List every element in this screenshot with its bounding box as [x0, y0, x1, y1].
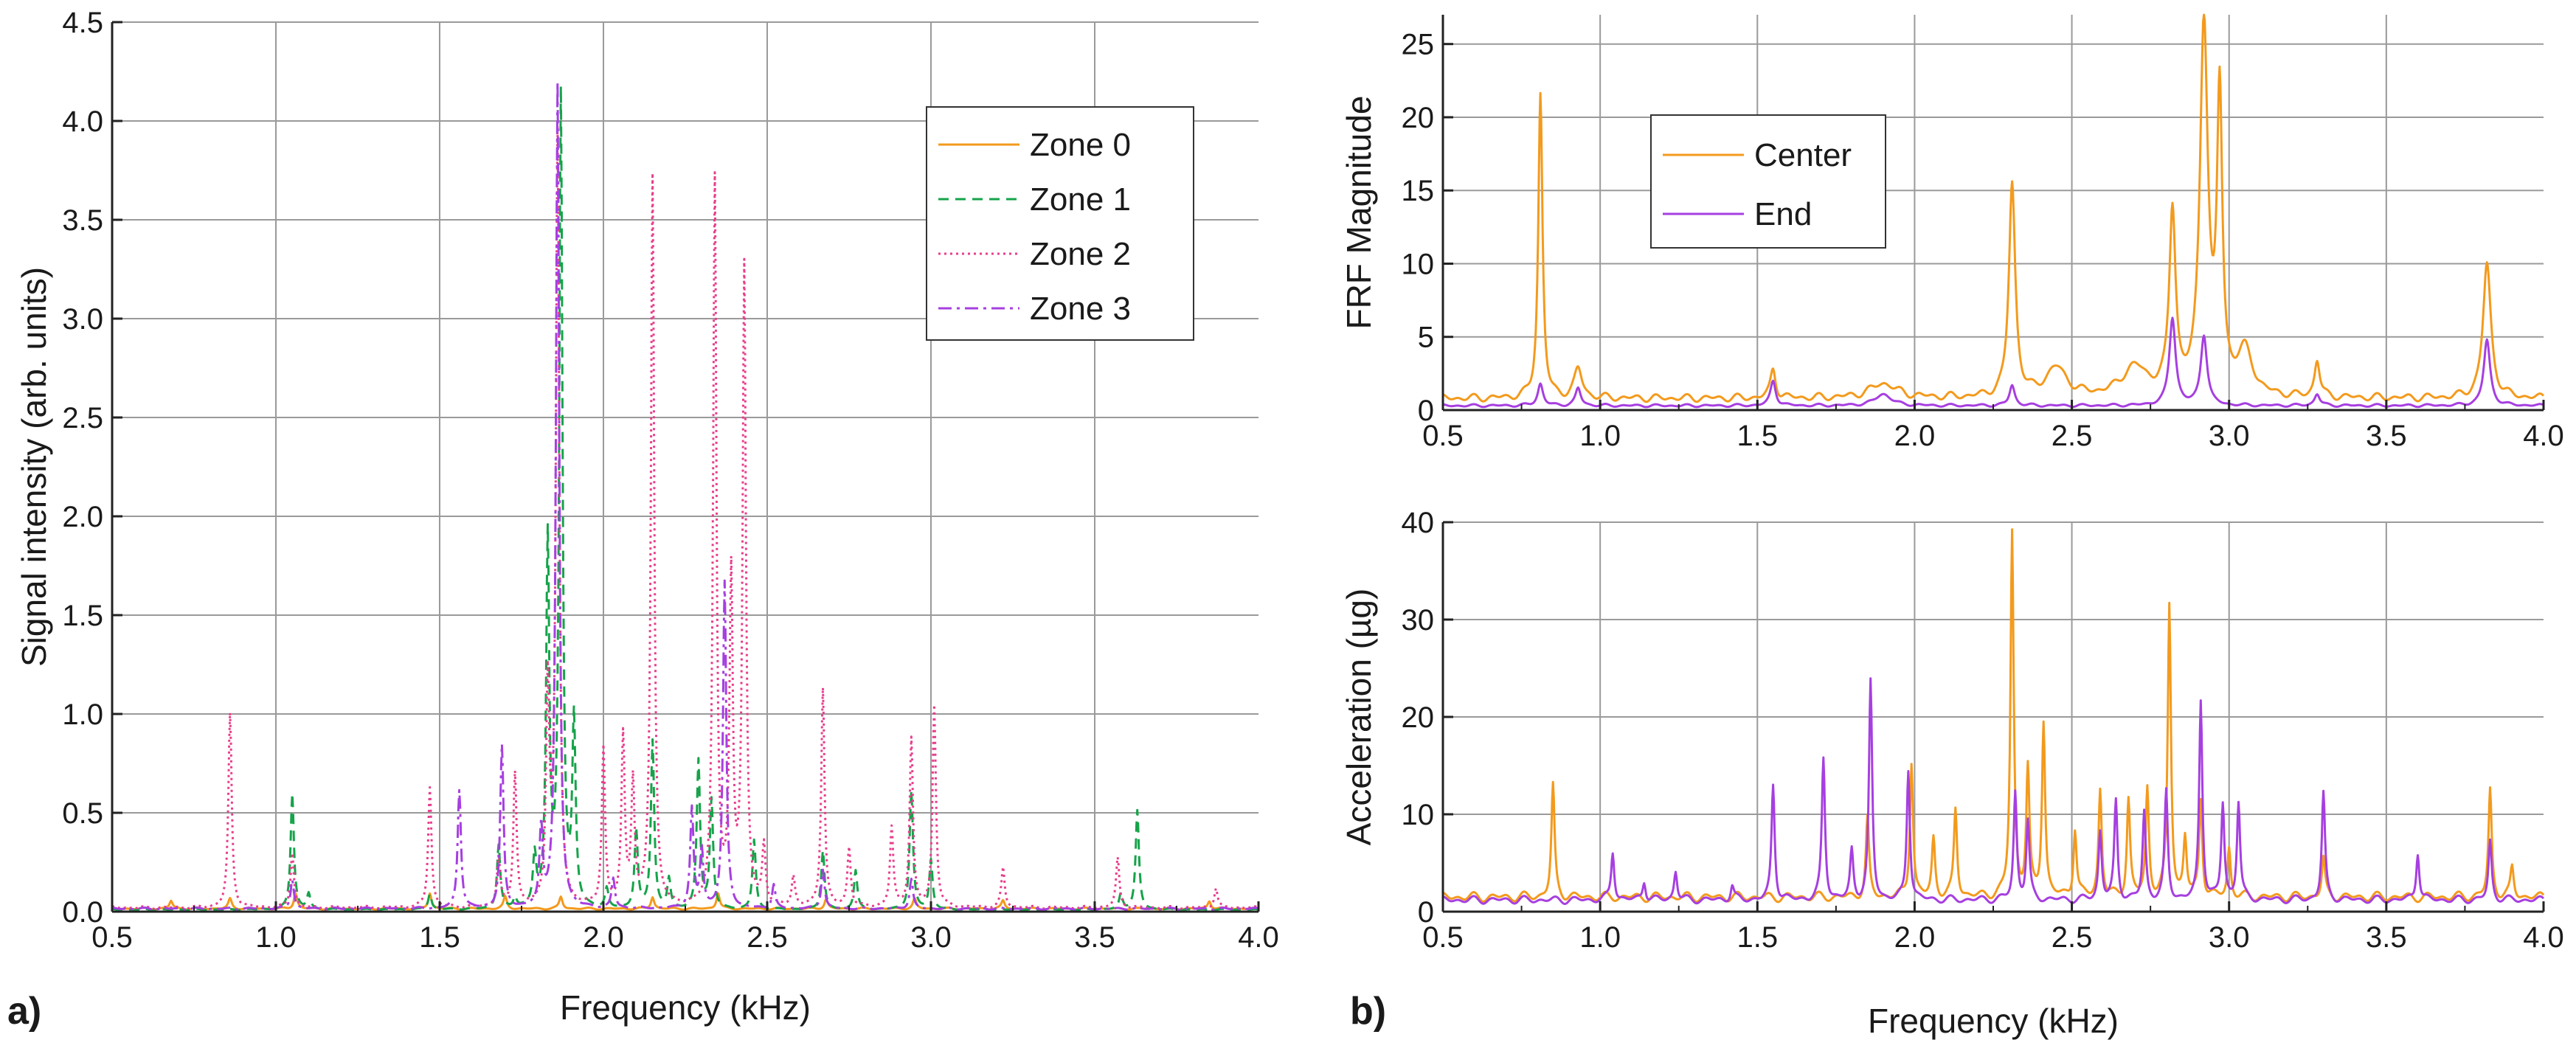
x-tick-label: 1.0 [1579, 921, 1621, 954]
y-tick-label: 5 [1418, 322, 1434, 354]
y-tick-label: 0.5 [62, 797, 103, 830]
x-tick-label: 4.0 [2523, 420, 2564, 452]
chart-a: 0.5 1.0 1.5 2.0 2.5 3.0 3.5 4.00.00.51.01.52.02… [7, 7, 1279, 1033]
legend-label-end: End [1754, 196, 1812, 232]
x-tick-label: 2.0 [1894, 921, 1936, 954]
legend-box [926, 106, 1194, 341]
series-line-end [1442, 677, 2545, 905]
series-line-center [1442, 13, 2545, 403]
y-tick-label: 10 [1402, 248, 1435, 280]
x-tick-label: 4.0 [1238, 921, 1279, 954]
x-tick-label: 1.0 [1579, 420, 1621, 452]
x-tick-label: 0.5 [1422, 420, 1464, 452]
panel-label: a) [7, 990, 41, 1033]
x-tick-label: 4.0 [2523, 921, 2564, 954]
y-tick-label: 10 [1402, 799, 1435, 831]
x-axis-label: Frequency (kHz) [1868, 1002, 2119, 1040]
x-tick-label: 3.5 [2366, 420, 2407, 452]
y-tick-label: 0.0 [62, 896, 103, 929]
x-tick-label: 3.0 [2209, 921, 2250, 954]
legend-box [1650, 114, 1886, 249]
panel-label: b) [1350, 990, 1386, 1033]
y-tick-label: 2.5 [62, 402, 103, 434]
y-tick-label: 1.5 [62, 600, 103, 632]
x-tick-label: 1.5 [419, 921, 460, 954]
x-tick-label: 0.5 [91, 921, 133, 954]
y-tick-label: 3.0 [62, 303, 103, 336]
y-tick-label: 3.5 [62, 204, 103, 237]
y-tick-label: 20 [1402, 701, 1435, 734]
x-tick-label: 2.5 [2052, 921, 2093, 954]
y-tick-label: 1.0 [62, 698, 103, 731]
legend-label-zone-3: Zone 3 [1030, 291, 1131, 327]
x-tick-label: 2.0 [1894, 420, 1936, 452]
chart-b-bottom: 0.5 1.0 1.5 2.0 2.5 3.0 3.5 4.0 0 10 20 30 40 Frequen… [1340, 507, 2564, 1040]
legend-label-zone-2: Zone 2 [1030, 236, 1131, 272]
series-line-zone-1 [111, 85, 1259, 912]
y-tick-label: 25 [1402, 29, 1435, 61]
x-axis-label: Frequency (kHz) [560, 988, 811, 1027]
y-tick-label: 0 [1418, 395, 1434, 427]
legend: Zone 0 Zone 1 Zone 2 Zone 3 [926, 106, 1194, 341]
x-tick-label: 0.5 [1422, 921, 1464, 954]
y-tick-label: 4.0 [62, 105, 103, 138]
y-axis-label: Signal intensity (arb. units) [15, 267, 53, 667]
x-tick-label: 2.5 [747, 921, 788, 954]
y-tick-label: 20 [1402, 102, 1435, 134]
y-axis-label: Acceleration (µg) [1340, 589, 1378, 846]
x-tick-label: 2.0 [583, 921, 624, 954]
y-tick-label: 40 [1402, 507, 1435, 539]
y-tick-label: 0 [1418, 896, 1434, 929]
x-tick-label: 1.0 [255, 921, 297, 954]
x-tick-label: 1.5 [1737, 921, 1778, 954]
x-tick-label: 3.0 [2209, 420, 2250, 452]
y-axis-label: FRF Magnitude [1340, 95, 1378, 329]
legend-label-zone-1: Zone 1 [1030, 181, 1131, 218]
y-tick-label: 2.0 [62, 501, 103, 533]
chart-b-top: 0.5 1.0 1.5 2.0 2.5 3.0 3.5 4.0 0 5 10 15 20 25 FRF Ma… [1340, 13, 2564, 1033]
y-tick-label: 15 [1402, 175, 1435, 207]
x-tick-label: 3.5 [1074, 921, 1115, 954]
x-tick-label: 3.5 [2366, 921, 2407, 954]
series-line-center [1442, 528, 2545, 904]
x-tick-label: 3.0 [910, 921, 952, 954]
x-tick-label: 1.5 [1737, 420, 1778, 452]
series-line-zone-3 [111, 80, 1259, 911]
legend-label-zone-0: Zone 0 [1030, 127, 1131, 163]
y-tick-label: 4.5 [62, 7, 103, 39]
legend-label-center: Center [1754, 137, 1852, 173]
y-tick-label: 30 [1402, 604, 1435, 637]
legend: Center End [1650, 114, 1886, 249]
x-tick-label: 2.5 [2052, 420, 2093, 452]
